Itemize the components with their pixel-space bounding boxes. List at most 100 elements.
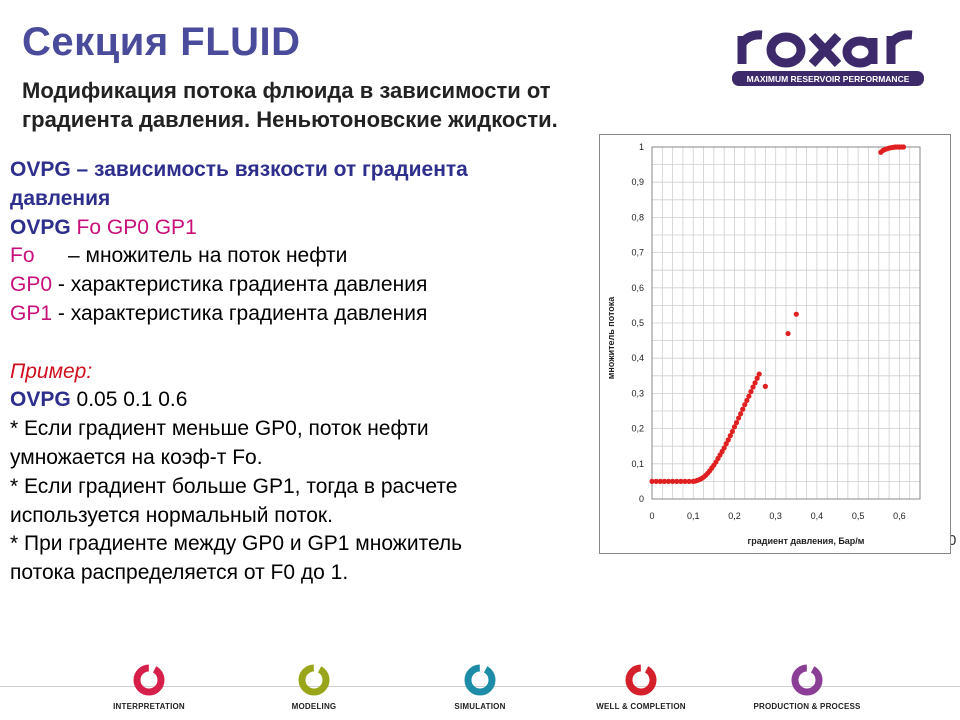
- text-line: OVPG 0.05 0.1 0.6: [10, 386, 570, 415]
- y-tick-label: 1: [639, 142, 644, 152]
- y-axis-title: множитель потока: [606, 296, 616, 380]
- data-point: [744, 397, 750, 404]
- data-point: [733, 420, 740, 426]
- text-line: потока распределяется от F0 до 1.: [10, 561, 349, 585]
- data-point: [725, 437, 731, 443]
- keyword-description: OVPG – зависимость вязкости от градиента…: [10, 156, 570, 588]
- text: – зависимость вязкости от градиента: [70, 158, 468, 181]
- y-tick-label: 0,1: [631, 459, 644, 469]
- data-point: [731, 424, 738, 430]
- page-title: Секция FLUID: [22, 20, 301, 64]
- cycle-icon: [464, 664, 496, 696]
- data-point: [735, 415, 742, 421]
- param-name: Fo: [10, 244, 35, 268]
- text-line: * Если градиент меньше GP0, поток нефти: [10, 417, 429, 441]
- text: давления: [10, 186, 111, 210]
- data-point: [740, 406, 746, 412]
- data-point: [738, 411, 744, 417]
- data-point: [723, 441, 729, 447]
- data-point: [729, 428, 735, 435]
- data-point: [727, 433, 733, 439]
- subtitle-line-1: Модификация потока флюида в зависимости …: [22, 78, 551, 103]
- keyword: OVPG: [10, 215, 71, 239]
- x-tick-label: 0,3: [769, 511, 782, 521]
- y-tick-label: 0,7: [631, 248, 644, 258]
- footer-nav-label: INTERPRETATION: [113, 702, 185, 711]
- x-tick-label: 0,2: [728, 511, 741, 521]
- x-tick-label: 0,4: [811, 511, 824, 521]
- y-tick-label: 0,4: [631, 353, 644, 363]
- footer-nav-item[interactable]: SIMULATION: [420, 662, 540, 711]
- cycle-icon: [133, 664, 165, 696]
- data-point: [748, 389, 754, 395]
- x-axis-title: градиент давления, Бар/м: [748, 536, 865, 546]
- data-point: [682, 478, 688, 484]
- data-point: [653, 478, 659, 484]
- y-tick-label: 0,2: [631, 424, 644, 434]
- y-tick-label: 0,3: [631, 388, 644, 398]
- footer-nav-label: MODELING: [291, 702, 337, 711]
- data-point: [661, 478, 667, 484]
- footer-divider: [0, 686, 960, 687]
- data-point: [793, 311, 799, 317]
- clipped-label: 0: [948, 532, 957, 549]
- y-tick-label: 0: [639, 494, 644, 504]
- y-tick-label: 0,6: [631, 283, 644, 293]
- chart-svg: 0 0,1 0,2 0,3 0,4 0,5 0,6 0,7 0,8 0,9 1 0 0,1 0,2 0,3 0…: [606, 142, 921, 546]
- keyword-args: Fo GP0 GP1: [76, 215, 197, 239]
- text-line: * Если градиент больше GP1, тогда в расч…: [10, 474, 458, 498]
- text-line: GP1 - характеристика градиента давления: [10, 300, 570, 329]
- param-name: GP0: [10, 273, 53, 297]
- data-point: [752, 380, 758, 386]
- text-line: умножается на коэф-т Fo.: [10, 445, 263, 469]
- example-heading: Пример:: [10, 359, 93, 383]
- data-point: [665, 478, 672, 484]
- text-line: Fo – множитель на поток нефти: [10, 242, 570, 271]
- subtitle-line-2: градиента давления. Неньютоновские жидко…: [22, 107, 558, 132]
- x-tick-label: 0,5: [852, 511, 865, 521]
- footer-nav-item[interactable]: PRODUCTION & PROCESS: [747, 662, 867, 711]
- footer-nav-item[interactable]: INTERPRETATION: [89, 662, 209, 711]
- param-desc: - характеристика градиента давления: [52, 273, 428, 297]
- cycle-icon: [625, 664, 657, 696]
- page-subtitle: Модификация потока флюида в зависимости …: [22, 76, 712, 134]
- text-line: Пример:: [10, 358, 570, 387]
- data-point: [678, 478, 684, 484]
- data-point: [762, 383, 768, 389]
- x-tick-label: 0,1: [687, 511, 700, 521]
- footer-nav-item[interactable]: WELL & COMPLETION: [581, 662, 701, 711]
- data-point: [686, 478, 692, 484]
- data-point: [657, 478, 663, 484]
- cycle-icon: [298, 664, 330, 696]
- data-point: [785, 330, 791, 337]
- y-tick-label: 0,5: [631, 318, 644, 328]
- text-line: OVPG – зависимость вязкости от градиента: [10, 156, 570, 185]
- data-point: [742, 402, 748, 408]
- data-point: [754, 375, 760, 381]
- text-line: используется нормальный поток.: [10, 503, 333, 527]
- footer-nav-label: SIMULATION: [454, 702, 506, 711]
- footer-nav-item[interactable]: MODELING: [254, 662, 374, 711]
- text-line: давления: [10, 185, 570, 214]
- data-point: [721, 445, 727, 451]
- param-name: GP1: [10, 301, 53, 325]
- plot-frame: [651, 146, 921, 500]
- data-point: [756, 371, 762, 377]
- data-point: [649, 478, 655, 484]
- cycle-icon: [791, 664, 823, 696]
- blank-line: [10, 329, 570, 358]
- text-line: * При градиенте между GP0 и GP1 множител…: [10, 532, 463, 556]
- data-point: [900, 144, 907, 150]
- svg-text:MAXIMUM RESERVOIR PERFORMANCE: MAXIMUM RESERVOIR PERFORMANCE: [747, 74, 910, 84]
- x-tick-label: 0,6: [893, 511, 906, 521]
- data-point: [670, 478, 676, 484]
- y-tick-label: 0,8: [631, 212, 644, 222]
- text-line: GP0 - характеристика градиента давления: [10, 271, 570, 300]
- text-line: OVPG Fo GP0 GP1: [10, 214, 570, 243]
- x-tick-label: 0: [649, 511, 654, 521]
- data-point: [746, 393, 752, 399]
- keyword: OVPG: [10, 388, 71, 412]
- data-point: [750, 384, 756, 390]
- keyword: OVPG: [10, 158, 71, 181]
- param-desc: - характеристика градиента давления: [52, 301, 428, 325]
